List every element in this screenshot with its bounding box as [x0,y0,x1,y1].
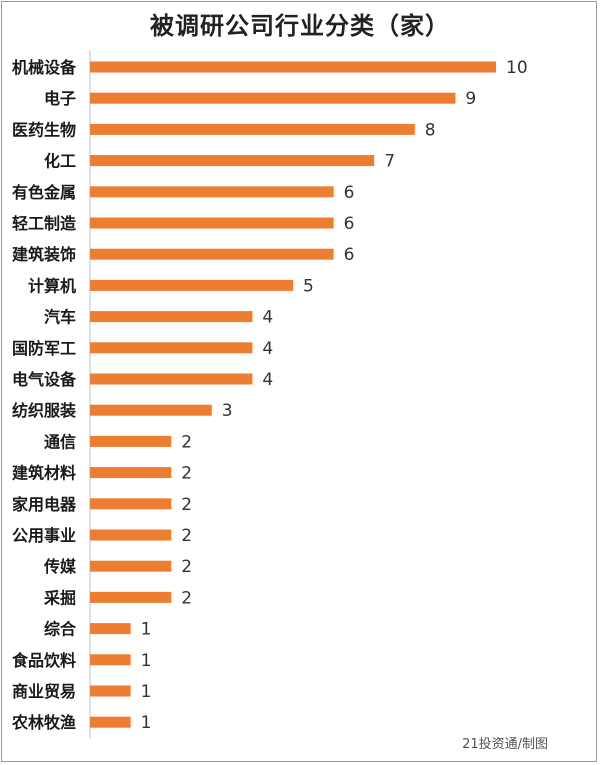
category-label: 采掘 [43,588,76,607]
data-label: 4 [262,308,273,328]
bar [90,498,172,510]
bar [90,560,172,572]
category-label: 通信 [44,432,76,451]
bar [90,92,456,104]
data-label: 6 [344,214,355,234]
data-label: 9 [465,89,476,109]
category-label: 家用电器 [12,495,77,514]
bar [90,61,496,73]
data-label: 1 [141,682,152,702]
data-label: 2 [181,495,192,515]
data-label: 2 [181,588,192,608]
category-label: 轻工制造 [12,214,77,233]
data-label: 1 [141,651,152,671]
category-label: 电子 [44,89,76,108]
bar [90,217,334,229]
category-label: 有色金属 [12,183,76,202]
bar [90,155,375,167]
bar [90,404,212,416]
data-label: 6 [344,183,355,203]
bar [90,529,172,541]
data-label: 8 [425,120,436,140]
category-label: 建筑材料 [12,464,76,483]
category-label: 机械设备 [12,58,77,77]
category-label: 建筑装饰 [12,245,76,264]
category-label: 汽车 [44,308,76,327]
data-label: 7 [384,152,395,172]
data-label: 2 [181,432,192,452]
category-label: 国防军工 [12,339,76,358]
data-label: 6 [344,245,355,265]
bar [90,279,293,291]
chart-title: 被调研公司行业分类（家） [150,12,450,40]
data-label: 2 [181,557,192,577]
bar [90,591,172,603]
bar [90,435,172,447]
data-label: 5 [303,276,314,296]
source-credit: 21投资通/制图 [462,737,548,752]
category-label: 农林牧渔 [11,713,76,732]
category-label: 纺织服装 [12,401,76,420]
bar [90,186,334,198]
category-label: 计算机 [28,276,76,295]
bar [90,342,253,354]
data-label: 2 [181,526,192,546]
bar [90,311,253,323]
data-label: 2 [181,464,192,484]
data-label: 4 [262,370,273,390]
bar [90,123,415,135]
bar [90,373,253,385]
bar [90,685,131,697]
data-label: 10 [506,58,528,78]
bar [90,716,131,728]
category-label: 电气设备 [12,370,77,389]
bar [90,467,172,479]
bar [90,654,131,666]
category-label: 传媒 [43,557,77,576]
category-label: 化工 [44,152,76,171]
data-label: 1 [141,620,152,640]
data-label: 4 [262,339,273,359]
bar [90,623,131,635]
data-label: 3 [222,401,233,421]
category-label: 食品饮料 [11,651,76,670]
category-label: 公用事业 [12,526,76,545]
category-label: 商业贸易 [12,682,76,701]
category-label: 医药生物 [12,120,76,139]
bar [90,248,334,260]
data-label: 1 [141,713,152,733]
category-label: 综合 [44,620,77,639]
